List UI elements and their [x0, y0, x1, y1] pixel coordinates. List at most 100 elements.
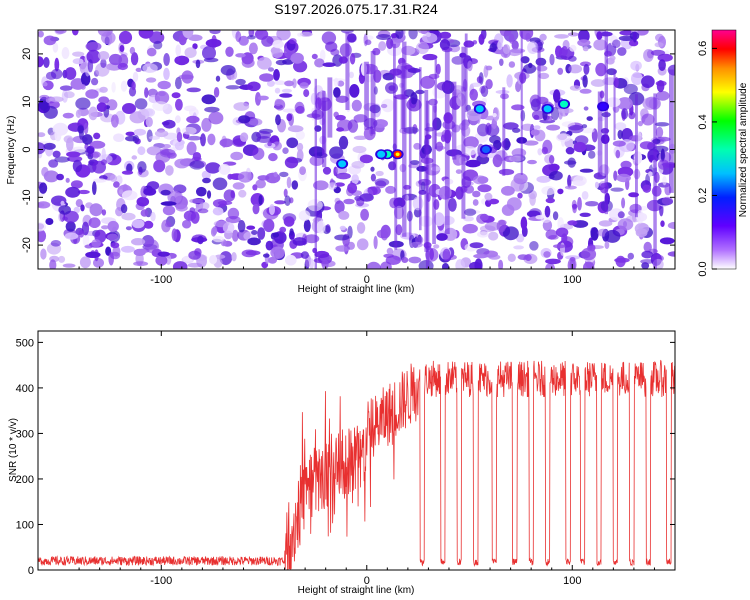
heatmap-cell [635, 212, 648, 222]
heatmap-cell [146, 129, 153, 143]
heatmap-cell [83, 122, 89, 135]
heatmap-cell [227, 207, 240, 220]
heatmap-cell [513, 245, 524, 250]
heatmap-cell [300, 251, 309, 259]
heatmap-cell [201, 117, 212, 132]
heatmap-cell [351, 174, 360, 185]
heatmap-cell [64, 67, 77, 80]
heatmap-cell [240, 132, 249, 142]
heatmap-hotspot [599, 102, 608, 110]
heatmap-cell [334, 234, 350, 241]
heatmap-cell [77, 125, 84, 134]
heatmap-cell [232, 182, 245, 190]
colorbar-gradient [711, 29, 737, 270]
heatmap-cell [275, 114, 281, 126]
heatmap-cell [257, 57, 272, 70]
heatmap-cell [118, 30, 133, 45]
heatmap-cell [334, 182, 345, 187]
heatmap-cell [271, 47, 284, 59]
heatmap-cell [463, 136, 479, 149]
heatmap-cell [162, 144, 172, 149]
heatmap-cell [311, 109, 324, 120]
heatmap-cell [360, 208, 369, 221]
heatmap-cell [122, 103, 136, 114]
heatmap-cell [378, 41, 387, 51]
heatmap-cell [268, 153, 278, 162]
heatmap-cell [274, 87, 281, 94]
heatmap-streak [419, 67, 422, 231]
heatmap-cell [38, 30, 44, 38]
heatmap-cell [298, 210, 311, 222]
heatmap-cell [257, 95, 269, 101]
heatmap-hotspot-core [395, 152, 400, 157]
heatmap-hotspot [560, 100, 569, 108]
heatmap-cell [338, 135, 349, 150]
heatmap-cell [219, 251, 233, 266]
heatmap-cell [212, 177, 228, 191]
heatmap-cell [144, 87, 149, 98]
heatmap-cell [85, 251, 101, 258]
heatmap-cell [370, 166, 375, 172]
heatmap-cell [241, 249, 257, 258]
heatmap-cell [238, 35, 249, 46]
heatmap-cell [175, 44, 181, 57]
heatmap-cell [106, 62, 123, 71]
heatmap-cell [255, 92, 261, 106]
heatmap-hotspot [543, 105, 552, 113]
heatmap-cell [137, 146, 146, 156]
heatmap-cell [91, 77, 99, 86]
heatmap-cell [545, 229, 558, 240]
heatmap-cell [267, 141, 272, 147]
heatmap-cell [380, 103, 388, 109]
heatmap-cell [207, 133, 216, 146]
heatmap-cell [286, 137, 299, 149]
heatmap-cell [545, 258, 561, 265]
heatmap-cell [640, 259, 655, 264]
heatmap-cell [237, 171, 253, 183]
heatmap-streak [394, 96, 398, 250]
heatmap-cell [52, 42, 59, 53]
heatmap-cell [543, 251, 551, 258]
heatmap-cell [206, 190, 212, 199]
heatmap-cell [579, 88, 592, 94]
heatmap-cell [184, 105, 197, 112]
heatmap-cell [319, 49, 326, 61]
heatmap-cell [541, 146, 549, 155]
heatmap-cell [537, 148, 543, 156]
heatmap-cell [41, 166, 49, 177]
heatmap-cell [93, 258, 104, 268]
heatmap-cell [583, 63, 590, 75]
heatmap-cell [524, 254, 532, 261]
heatmap-cell [125, 226, 132, 231]
heatmap-cell [284, 80, 295, 87]
heatmap-cell [157, 251, 170, 257]
heatmap-cell [183, 210, 196, 221]
heatmap-cell [303, 219, 311, 233]
heatmap-cell [386, 37, 394, 50]
heatmap-streak [327, 77, 333, 138]
heatmap-cell [174, 158, 190, 169]
heatmap-cell [273, 80, 287, 85]
colorbar-tick-label: 0.0 [697, 261, 709, 276]
heatmap-hotspot [377, 150, 386, 158]
x-tick-label: -100 [150, 274, 172, 286]
heatmap-cell [272, 232, 280, 238]
heatmap-cell [519, 30, 534, 40]
y-tick-label: 500 [16, 337, 34, 349]
heatmap-cell [45, 218, 54, 225]
heatmap-cell [112, 246, 121, 257]
heatmap-cell [455, 169, 462, 175]
heatmap-cell [72, 30, 79, 36]
heatmap-cell [347, 182, 358, 194]
heatmap-cell [435, 63, 441, 75]
heatmap-cell [99, 86, 108, 93]
heatmap-cell [167, 190, 182, 204]
heatmap-cell [632, 31, 637, 43]
colorbar-label: Normalized spectral amplitude [738, 82, 749, 217]
heatmap-cell [258, 194, 263, 206]
heatmap-cell [235, 30, 242, 43]
heatmap-cell [272, 141, 282, 151]
heatmap-cell [553, 244, 566, 249]
heatmap-cell [529, 241, 539, 251]
heatmap-cell [335, 245, 351, 252]
